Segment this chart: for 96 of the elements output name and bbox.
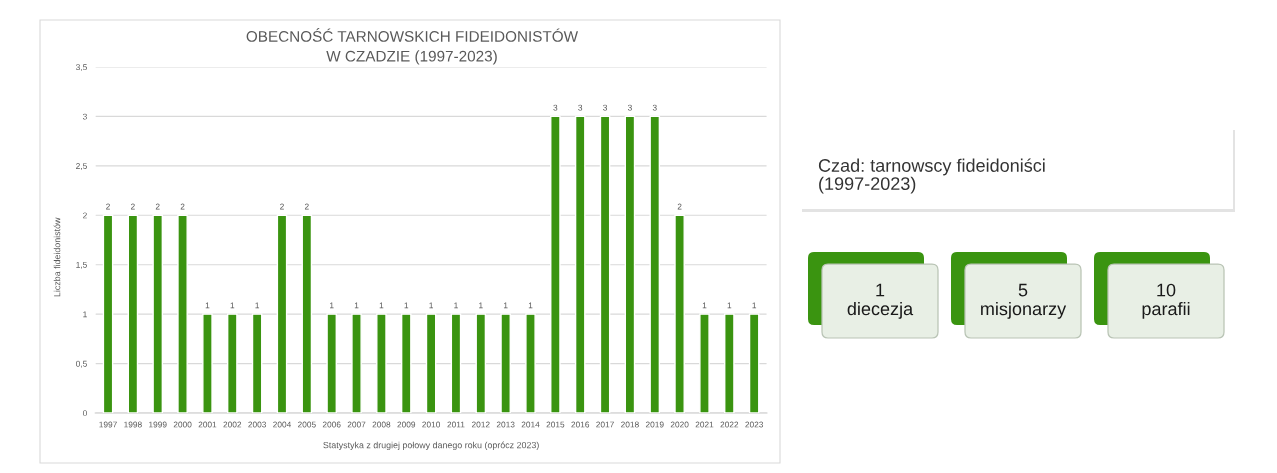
- bar: [475, 313, 487, 413]
- x-tick-label: 2023: [745, 421, 764, 428]
- data-label: 2: [106, 203, 110, 210]
- data-label: 1: [752, 302, 757, 309]
- data-label: 3: [627, 104, 632, 111]
- bar: [574, 115, 586, 413]
- bar: [226, 313, 238, 413]
- x-tick-label: 2001: [198, 421, 217, 428]
- chart-title: OBECNOŚĆ TARNOWSKICH FIDEIDONISTÓW W CZADZIE (1997-2023): [246, 27, 579, 65]
- data-label: 3: [553, 104, 558, 111]
- x-tick-label: 2018: [621, 421, 639, 428]
- x-tick-label: 2011: [447, 421, 465, 428]
- bar: [127, 214, 139, 413]
- x-tick-label: 2004: [273, 421, 292, 428]
- x-tick-label: 2013: [496, 421, 515, 428]
- data-label: 2: [304, 203, 309, 210]
- bar: [550, 115, 561, 413]
- y-tick-label: 0: [82, 410, 87, 417]
- bar: [202, 313, 213, 413]
- bar: [674, 214, 685, 413]
- x-tick-label: 2015: [546, 421, 565, 428]
- text: 10 parafii: [1142, 283, 1190, 319]
- x-tick-label: 2006: [322, 421, 341, 428]
- data-label: 2: [130, 203, 135, 210]
- bar: [525, 313, 536, 413]
- bar: [748, 313, 760, 413]
- data-label: 1: [230, 302, 235, 309]
- text: 5 misjonarzy: [981, 283, 1067, 319]
- x-tick-label: 2008: [372, 421, 391, 428]
- bar: [400, 313, 412, 413]
- x-tick-label: 2003: [248, 421, 267, 428]
- data-label: 1: [479, 302, 483, 309]
- x-tick-label: 2010: [422, 421, 441, 428]
- data-label: 1: [503, 302, 508, 309]
- data-label: 1: [379, 302, 384, 309]
- x-tick-label: 1997: [99, 421, 117, 428]
- bar: [450, 313, 462, 413]
- bar: [724, 313, 735, 413]
- data-label: 2: [155, 203, 160, 210]
- x-tick-label: 1998: [124, 421, 142, 428]
- bar: [351, 313, 362, 413]
- y-tick-label: 0,5: [76, 360, 87, 368]
- x-tick-label: 2021: [695, 421, 714, 428]
- y-tick-label: 3: [82, 113, 87, 120]
- data-label: 1: [404, 302, 409, 309]
- x-tick-label: 2020: [670, 421, 689, 428]
- bar: [624, 115, 636, 413]
- x-tick-label: 2002: [223, 421, 242, 428]
- y-tick-label: 1,5: [76, 262, 87, 269]
- bar: [599, 115, 611, 413]
- bar: [649, 115, 661, 413]
- x-tick-label: 2009: [397, 421, 416, 428]
- x-tick-label: 2000: [173, 421, 192, 428]
- data-label: 2: [677, 203, 682, 210]
- bar: [276, 214, 288, 413]
- data-label: 1: [702, 302, 707, 309]
- data-label: 3: [652, 104, 657, 111]
- x-tick-label: 2007: [347, 421, 366, 428]
- x-tick-label: 2012: [471, 421, 490, 428]
- x-tick-label: 2022: [720, 421, 739, 428]
- bar: [177, 214, 188, 413]
- x-axis-title: Statystyka z drugiej połowy danego roku (oprócz 2023): [323, 441, 539, 450]
- bar: [301, 214, 313, 413]
- text: 1 diecezja: [847, 283, 914, 319]
- y-tick-label: 2,5: [76, 163, 87, 170]
- bar: [102, 214, 114, 413]
- x-tick-label: 2016: [571, 421, 590, 428]
- data-label: 2: [280, 203, 284, 210]
- bar: [326, 313, 337, 413]
- x-tick-label: 1999: [149, 421, 167, 428]
- bar: [251, 313, 263, 413]
- x-tick-label: 2019: [645, 421, 664, 428]
- data-label: 1: [454, 302, 458, 309]
- bar: [425, 313, 437, 413]
- text: Czad: tarnowscy fideidoniści (1997-2023): [818, 158, 1045, 194]
- data-label: 3: [578, 104, 583, 111]
- data-label: 1: [429, 302, 434, 309]
- data-label: 2: [180, 203, 185, 210]
- data-label: 1: [330, 302, 334, 309]
- data-label: 1: [528, 302, 533, 309]
- x-tick-label: 2005: [297, 421, 316, 428]
- data-label: 1: [727, 302, 732, 309]
- bar: [500, 313, 511, 413]
- y-axis-title: Liczba fideidonistów: [53, 217, 61, 297]
- data-label: 1: [205, 302, 210, 309]
- x-tick-label: 2014: [521, 421, 540, 428]
- data-label: 1: [354, 302, 359, 309]
- data-label: 1: [255, 302, 260, 309]
- bar: [152, 214, 164, 413]
- y-tick-label: 1: [83, 311, 87, 318]
- bar: [376, 313, 387, 413]
- y-tick-label: 2: [83, 212, 87, 219]
- x-tick-label: 2017: [596, 421, 614, 428]
- y-tick-label: 3,5: [76, 64, 87, 72]
- bar: [699, 313, 710, 413]
- data-label: 3: [603, 104, 608, 111]
